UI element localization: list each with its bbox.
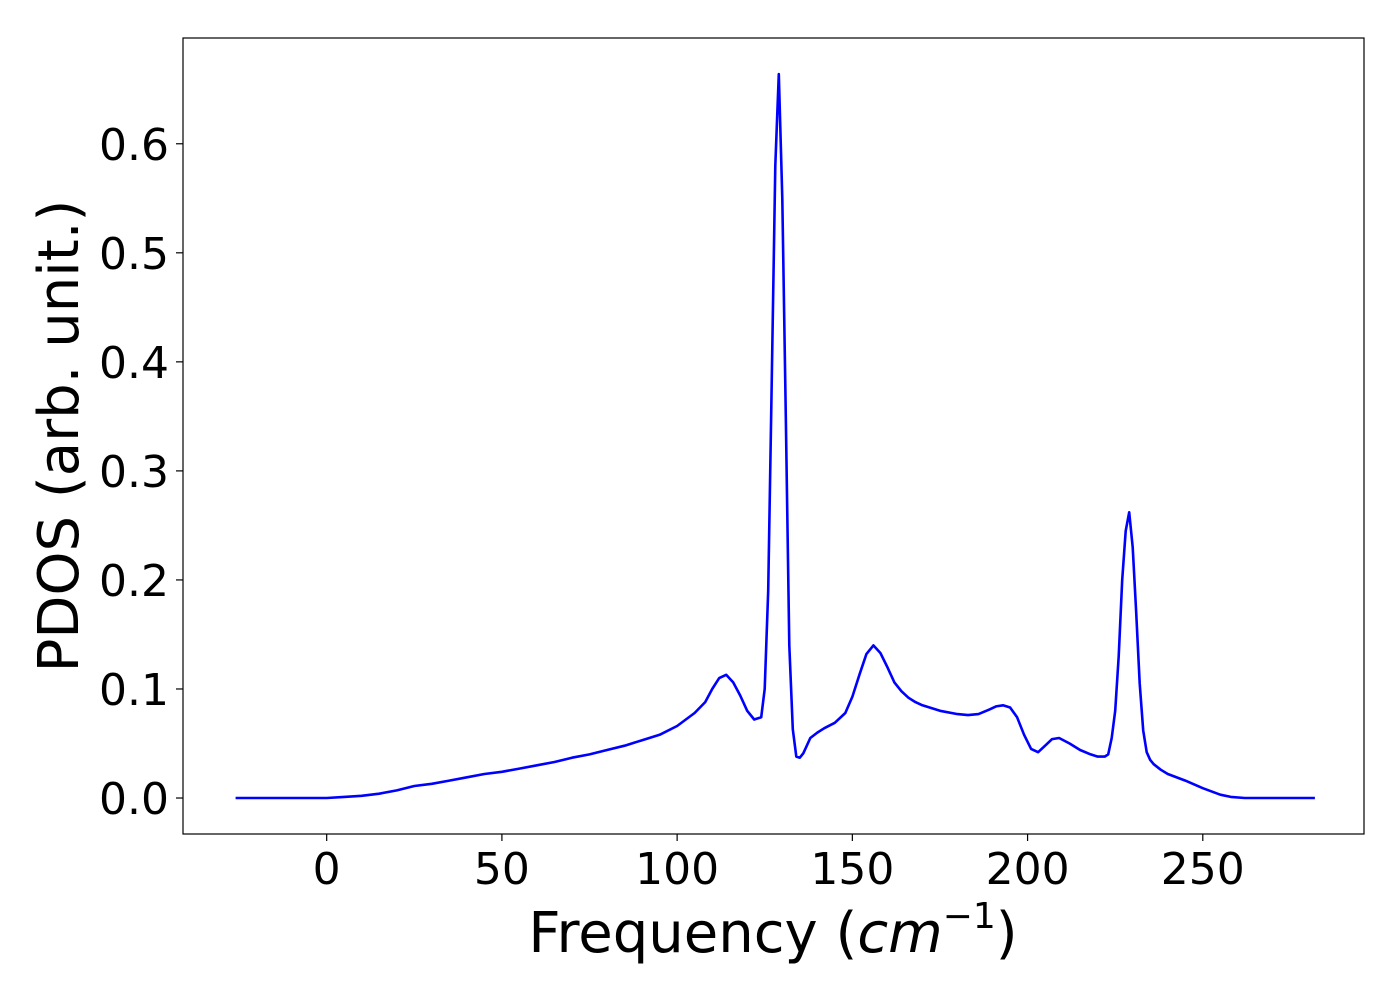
- y-tick-label: 0.0: [99, 774, 169, 825]
- x-tick-label: 200: [986, 844, 1070, 895]
- x-tick-label: 100: [635, 844, 719, 895]
- x-axis-title-text: Frequency (: [528, 901, 857, 966]
- y-tick-label: 0.6: [99, 120, 169, 171]
- y-axis-title: PDOS (arb. unit.): [27, 200, 92, 673]
- x-tick-label: 50: [474, 844, 530, 895]
- plot-frame: [182, 37, 1365, 835]
- x-axis-title: Frequency (cm−1): [528, 896, 1017, 966]
- y-tick-label: 0.1: [99, 665, 169, 716]
- series-layer: [235, 72, 1315, 800]
- x-axis-title-unit: cm: [857, 901, 942, 966]
- x-axis-title-exponent: −1: [943, 896, 996, 937]
- y-tick-label: 0.2: [99, 556, 169, 607]
- y-tick-label: 0.4: [99, 338, 169, 389]
- y-tick-label: 0.5: [99, 229, 169, 280]
- x-tick-label: 250: [1161, 844, 1245, 895]
- y-axis: 0.0 0.1 0.2 0.3 0.4 0.5 0.6: [99, 120, 183, 825]
- x-tick-label: 150: [810, 844, 894, 895]
- x-axis-title-close: ): [996, 901, 1018, 966]
- x-tick-label: 0: [313, 844, 341, 895]
- y-tick-label: 0.3: [99, 447, 169, 498]
- pdos-series-line: [235, 72, 1315, 800]
- x-axis: 0 50 100 150 200 250: [313, 834, 1245, 895]
